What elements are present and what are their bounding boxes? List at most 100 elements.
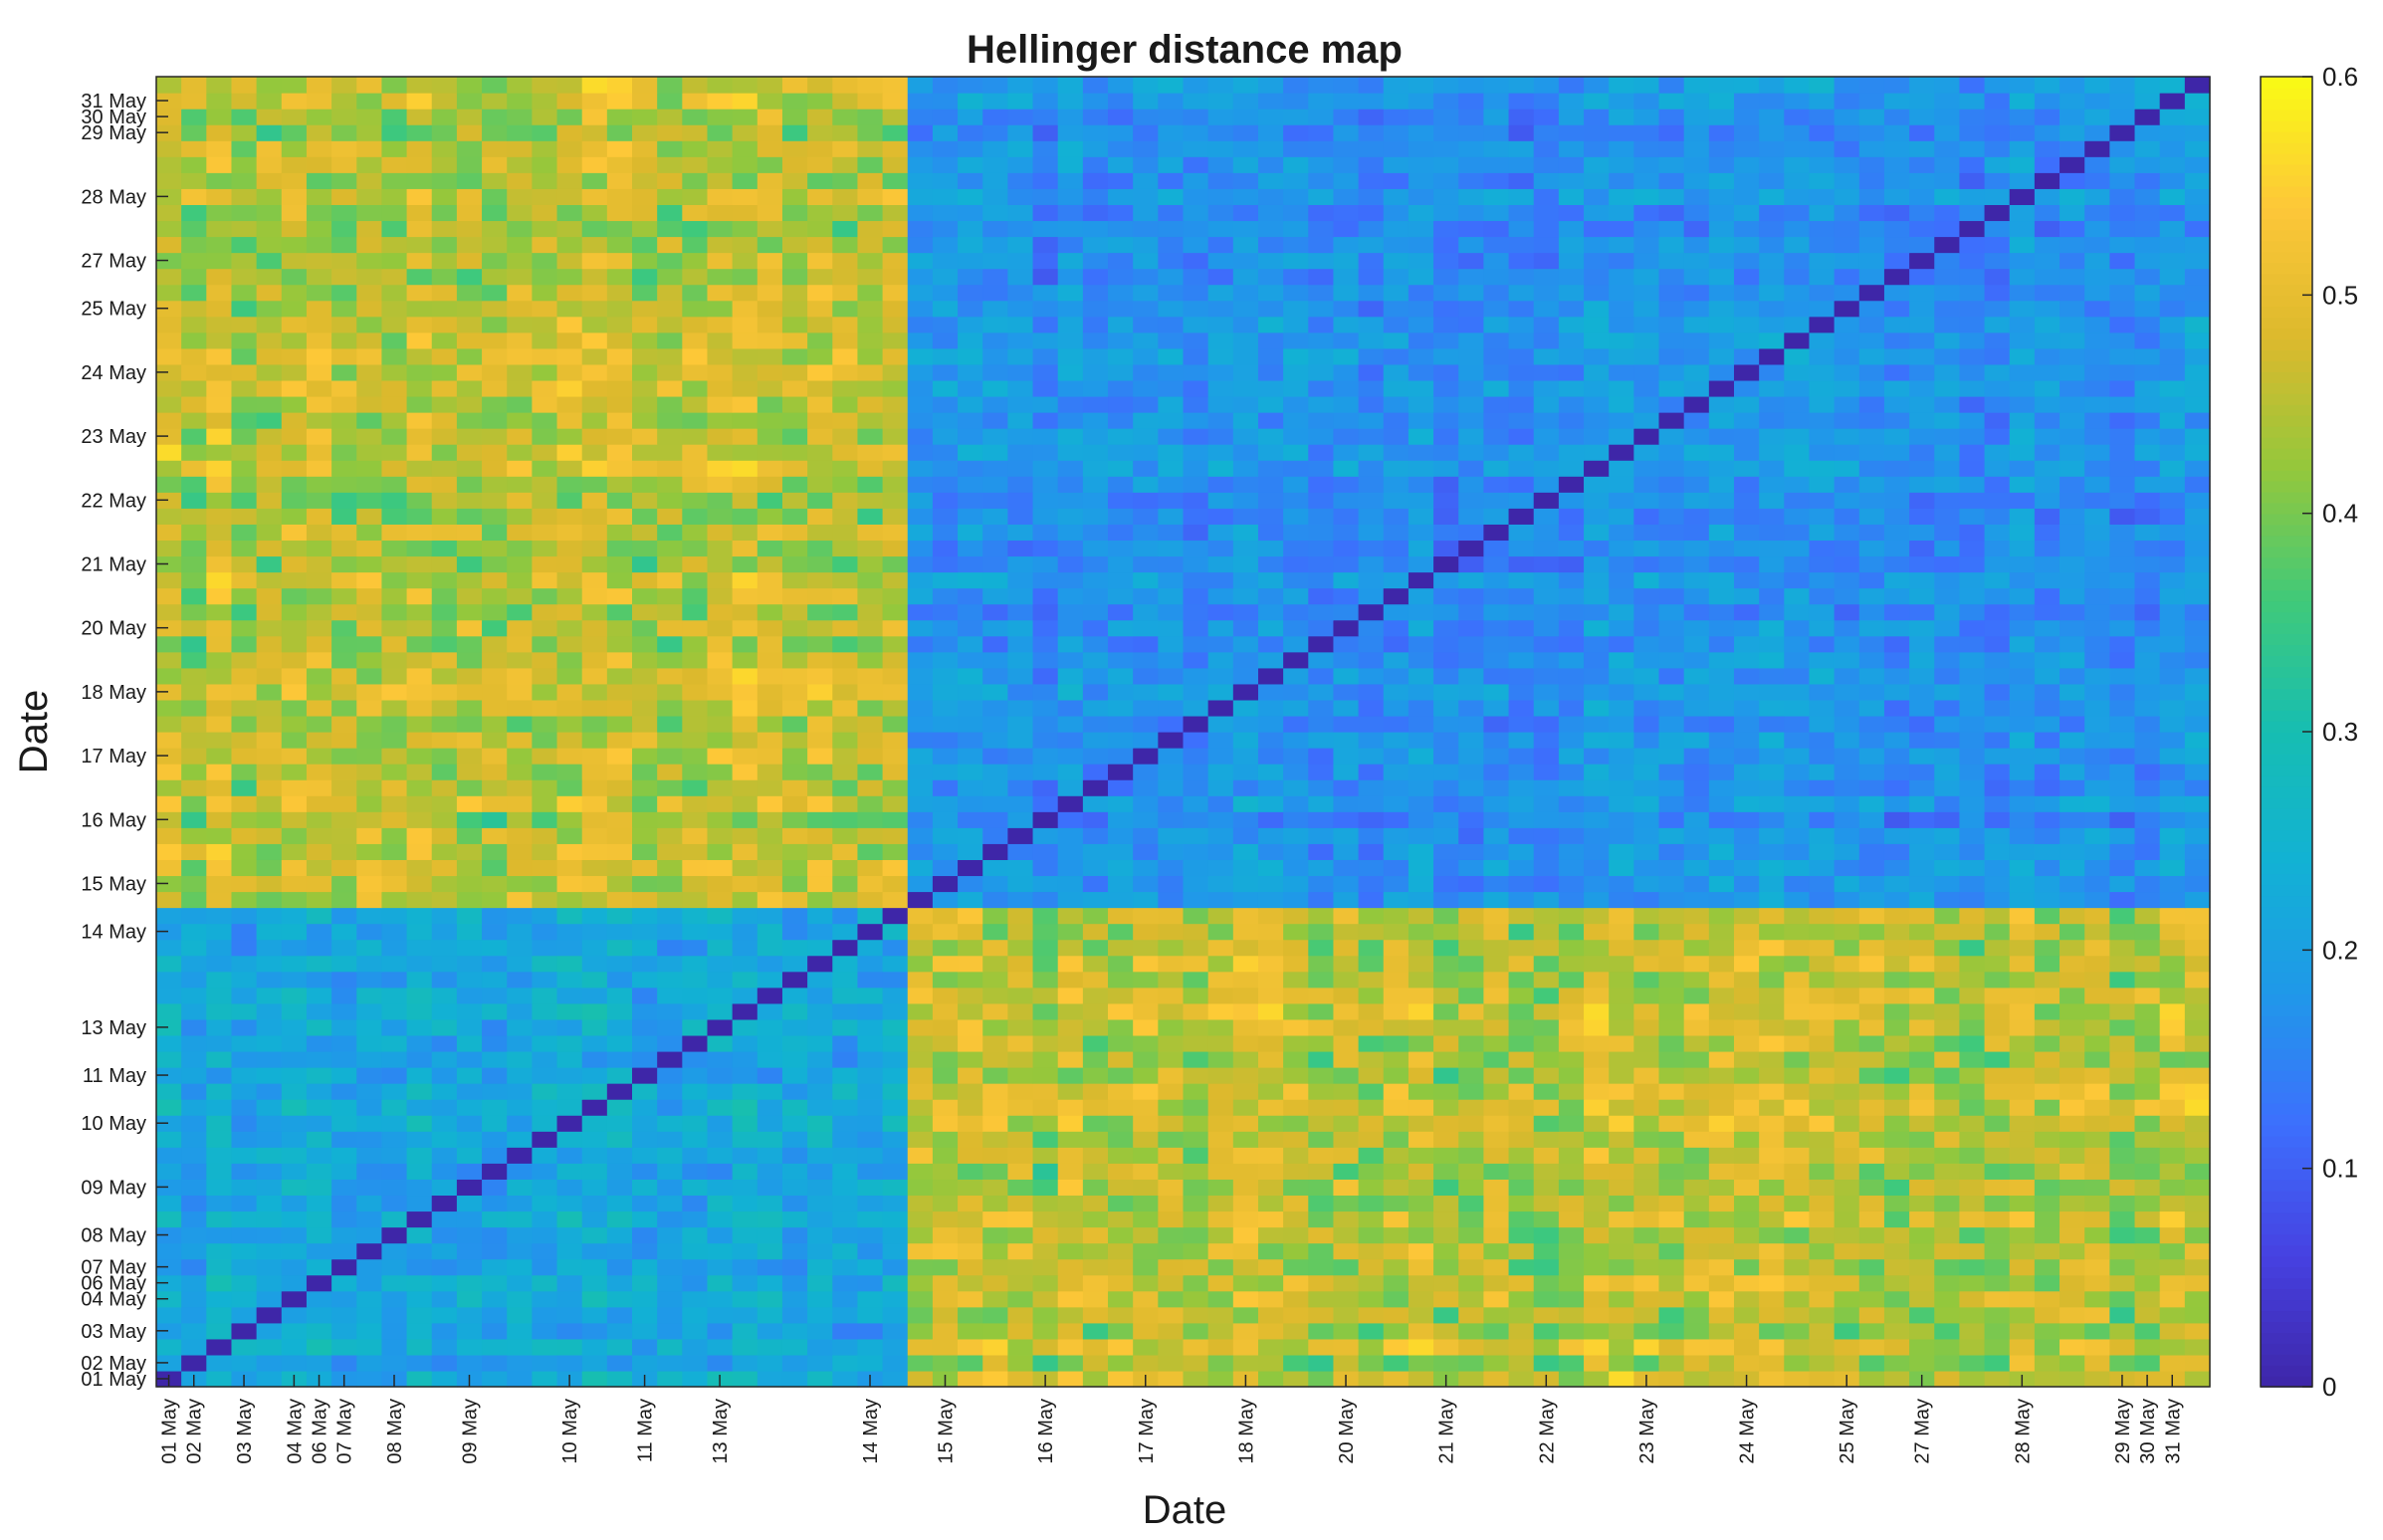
heatmap-cell <box>1683 1290 1710 1308</box>
heatmap-cell <box>256 779 283 796</box>
heatmap-cell <box>356 699 383 717</box>
heatmap-cell <box>156 683 182 701</box>
heatmap-cell <box>1533 1163 1560 1180</box>
heatmap-cell <box>1483 1083 1510 1100</box>
heatmap-cell <box>1283 1131 1309 1148</box>
heatmap-cell <box>206 1370 233 1388</box>
heatmap-cell <box>2009 1034 2036 1052</box>
heatmap-cell <box>381 843 408 860</box>
heatmap-cell <box>1508 603 1535 621</box>
heatmap-cell <box>606 635 633 653</box>
heatmap-cell <box>1433 571 1459 589</box>
heatmap-cell <box>1834 955 1860 973</box>
heatmap-cell <box>1609 1258 1634 1276</box>
heatmap-cell <box>1609 715 1634 733</box>
heatmap-cell <box>2134 715 2161 733</box>
chart-title: Hellinger distance map <box>967 28 1403 72</box>
heatmap-cell <box>1508 444 1535 461</box>
heatmap-cell <box>1257 1274 1284 1292</box>
heatmap-cell <box>632 907 658 925</box>
heatmap-cell <box>907 891 934 909</box>
heatmap-cell <box>606 1131 633 1148</box>
heatmap-cell <box>1683 715 1710 733</box>
heatmap-cell <box>1158 1147 1185 1164</box>
heatmap-cell <box>1232 1099 1259 1116</box>
heatmap-cell <box>1032 1306 1059 1324</box>
heatmap-cell <box>2134 1290 2161 1308</box>
heatmap-cell <box>857 412 884 429</box>
heatmap-cell <box>532 1147 558 1164</box>
heatmap-cell <box>281 683 308 701</box>
heatmap-cell <box>1133 444 1159 461</box>
heatmap-cell <box>1558 971 1585 989</box>
heatmap-cell <box>482 667 508 685</box>
heatmap-cell <box>1683 1179 1710 1197</box>
heatmap-cell <box>1558 651 1585 669</box>
heatmap-cell <box>181 1163 207 1180</box>
heatmap-cell <box>732 1131 758 1148</box>
heatmap-cell <box>1383 1210 1409 1228</box>
heatmap-cell <box>1558 587 1585 605</box>
heatmap-cell <box>1959 827 1986 844</box>
heatmap-cell <box>1759 699 1785 717</box>
heatmap-cell <box>507 460 533 477</box>
heatmap-cell <box>2009 907 2036 925</box>
heatmap-cell <box>1609 971 1634 989</box>
heatmap-cell <box>256 1322 283 1340</box>
heatmap-cell <box>431 987 458 1004</box>
heatmap-cell <box>2134 1002 2161 1020</box>
heatmap-cell <box>632 875 658 893</box>
heatmap-cell <box>781 683 808 701</box>
heatmap-cell <box>1959 619 1986 637</box>
heatmap-cell <box>1834 492 1860 509</box>
heatmap-cell <box>331 811 357 828</box>
heatmap-cell <box>632 795 658 812</box>
heatmap-cell <box>1658 476 1685 493</box>
heatmap-cell <box>231 540 258 557</box>
heatmap-cell <box>156 907 182 925</box>
heatmap-cell <box>1257 939 1284 957</box>
heatmap-cell <box>456 859 483 877</box>
heatmap-cell <box>406 1131 433 1148</box>
heatmap-cell <box>256 651 283 669</box>
heatmap-cell <box>1858 1354 1885 1372</box>
heatmap-cell <box>2134 1115 2161 1132</box>
heatmap-cell <box>1934 587 1961 605</box>
heatmap-cell <box>707 1115 734 1132</box>
heatmap-cell <box>532 1290 558 1308</box>
heatmap-cell <box>1533 444 1560 461</box>
heatmap-cell <box>606 891 633 909</box>
heatmap-cell <box>1558 907 1585 925</box>
heatmap-cell <box>482 971 508 989</box>
heatmap-cell <box>231 1099 258 1116</box>
heatmap-cell <box>1959 811 1986 828</box>
heatmap-cell <box>406 1274 433 1292</box>
heatmap-cell <box>1108 732 1134 749</box>
heatmap-cell <box>1858 1274 1885 1292</box>
heatmap-cell <box>1584 907 1610 925</box>
heatmap-cell <box>556 923 583 941</box>
heatmap-cell <box>2159 1115 2186 1132</box>
heatmap-cell <box>832 859 859 877</box>
heatmap-cell <box>1183 1002 1209 1020</box>
heatmap-cell <box>2084 987 2110 1004</box>
heatmap-cell <box>606 540 633 557</box>
heatmap-cell <box>882 1290 909 1308</box>
heatmap-cell <box>156 875 182 893</box>
heatmap-cell <box>1007 1338 1034 1356</box>
heatmap-cell <box>1883 779 1910 796</box>
heatmap-cell <box>1408 476 1434 493</box>
heatmap-cell <box>1683 651 1710 669</box>
heatmap-cell <box>632 1034 658 1052</box>
heatmap-cell <box>958 1002 983 1020</box>
heatmap-cell <box>1733 1274 1760 1292</box>
heatmap-cell <box>1408 1338 1434 1356</box>
heatmap-cell <box>1959 1322 1986 1340</box>
heatmap-cell <box>1207 667 1234 685</box>
heatmap-cell <box>857 635 884 653</box>
heatmap-cell <box>1858 811 1885 828</box>
heatmap-cell <box>507 412 533 429</box>
heatmap-cell <box>1809 460 1836 477</box>
heatmap-cell <box>2084 955 2110 973</box>
heatmap-cell <box>807 1195 833 1212</box>
